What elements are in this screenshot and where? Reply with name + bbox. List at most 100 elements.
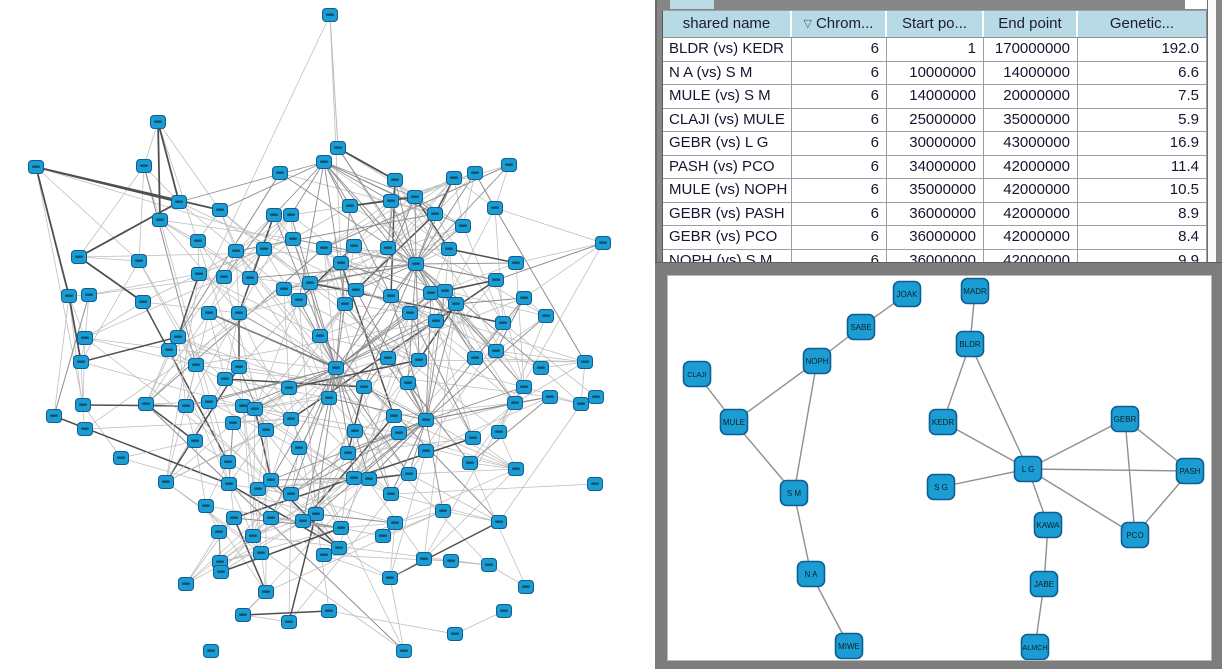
network-node[interactable] xyxy=(496,604,512,618)
network-edge[interactable] xyxy=(220,527,342,573)
network-edge[interactable] xyxy=(515,242,604,264)
network-edge[interactable] xyxy=(185,312,240,407)
network-edge[interactable] xyxy=(288,493,292,623)
network-edge[interactable] xyxy=(242,405,254,537)
table-tab-fragment[interactable] xyxy=(670,0,714,9)
network-node[interactable] xyxy=(375,529,391,543)
table-cell[interactable]: 43000000 xyxy=(984,132,1078,155)
network-edge[interactable] xyxy=(145,401,210,405)
network-edge[interactable] xyxy=(494,207,604,244)
network-edge[interactable] xyxy=(53,294,90,417)
network-edge[interactable] xyxy=(425,402,516,421)
network-edge[interactable] xyxy=(80,260,140,363)
table-cell[interactable]: 5.9 xyxy=(1078,108,1207,131)
network-edge[interactable] xyxy=(78,256,144,303)
network-edge[interactable] xyxy=(78,201,180,258)
network-edge[interactable] xyxy=(35,166,140,262)
network-edge[interactable] xyxy=(415,263,476,359)
network-node[interactable] xyxy=(75,398,91,412)
network-edge[interactable] xyxy=(80,336,179,363)
network-node[interactable] xyxy=(328,361,344,375)
network-edge[interactable] xyxy=(290,214,476,359)
network-node[interactable] xyxy=(158,475,174,489)
table-cell[interactable]: 36000000 xyxy=(887,226,984,249)
network-node[interactable] xyxy=(187,434,203,448)
network-edge[interactable] xyxy=(323,468,517,556)
network-node[interactable] xyxy=(361,472,377,486)
table-cell[interactable]: GEBR (vs) PASH xyxy=(663,202,792,225)
network-edge[interactable] xyxy=(138,260,197,366)
network-edge[interactable] xyxy=(185,531,220,585)
network-node[interactable] xyxy=(283,487,299,501)
network-edge[interactable] xyxy=(435,207,496,322)
network-edge[interactable] xyxy=(407,263,417,384)
network-node[interactable] xyxy=(228,244,244,258)
network-edge[interactable] xyxy=(462,225,504,324)
network-node[interactable] xyxy=(333,521,349,535)
network-edge[interactable] xyxy=(35,166,446,292)
network-edge[interactable] xyxy=(298,245,355,301)
network-edge[interactable] xyxy=(495,279,525,388)
network-node[interactable] xyxy=(161,343,177,357)
filter-funnel-icon[interactable]: ▽ xyxy=(803,18,812,30)
network-edge[interactable] xyxy=(208,312,337,369)
network-edge[interactable] xyxy=(224,312,240,380)
network-edge[interactable] xyxy=(389,450,427,579)
network-node[interactable] xyxy=(595,236,611,250)
network-node[interactable]: JABE xyxy=(1029,570,1059,598)
network-edge[interactable] xyxy=(290,367,337,495)
network-edge[interactable] xyxy=(498,403,582,523)
network-edge[interactable] xyxy=(270,367,337,481)
network-edge[interactable] xyxy=(223,214,275,278)
network-edge[interactable] xyxy=(165,366,240,483)
network-node[interactable] xyxy=(211,525,227,539)
network-edge[interactable] xyxy=(338,547,391,579)
network-edge[interactable] xyxy=(323,161,346,305)
network-node[interactable] xyxy=(418,413,434,427)
network-edge[interactable] xyxy=(228,483,340,549)
table-row[interactable]: BLDR (vs) KEDR 6 1 170000000 192.0 xyxy=(663,38,1207,62)
network-edge[interactable] xyxy=(35,166,70,297)
sub-network-svg[interactable]: JOAK MADR SABE NOPH CLAJI MULE BLDR KEDR GEBR S G… xyxy=(668,276,1211,660)
network-node[interactable]: PCO xyxy=(1120,521,1150,549)
network-edge[interactable] xyxy=(455,297,525,305)
network-node[interactable] xyxy=(542,390,558,404)
network-node[interactable] xyxy=(263,511,279,525)
network-node[interactable] xyxy=(285,232,301,246)
network-edge[interactable] xyxy=(430,292,516,404)
network-edge[interactable] xyxy=(35,166,221,211)
network-node[interactable] xyxy=(407,190,423,204)
table-cell[interactable]: BLDR (vs) KEDR xyxy=(663,38,792,61)
network-edge[interactable] xyxy=(249,263,417,279)
network-edge[interactable] xyxy=(335,295,392,369)
network-edge[interactable] xyxy=(387,312,411,359)
network-edge[interactable] xyxy=(323,161,417,265)
network-node[interactable] xyxy=(178,399,194,413)
network-node[interactable] xyxy=(217,372,233,386)
network-node[interactable]: BLDR xyxy=(955,330,985,358)
network-edge[interactable] xyxy=(469,396,551,464)
network-node[interactable] xyxy=(427,207,443,221)
network-edge[interactable] xyxy=(292,205,351,240)
network-edge[interactable] xyxy=(335,312,411,369)
network-node[interactable] xyxy=(258,423,274,437)
network-node[interactable] xyxy=(516,291,532,305)
network-edge[interactable] xyxy=(1027,418,1126,470)
network-node[interactable]: KAWA xyxy=(1033,511,1063,539)
network-edge[interactable] xyxy=(224,378,330,399)
network-node[interactable] xyxy=(501,158,517,172)
network-edge[interactable] xyxy=(82,337,86,406)
network-edge[interactable] xyxy=(238,214,275,314)
network-node[interactable] xyxy=(428,314,444,328)
network-edge[interactable] xyxy=(84,418,292,430)
network-edge[interactable] xyxy=(315,419,427,515)
table-cell[interactable]: 42000000 xyxy=(984,202,1078,225)
table-cell[interactable]: 6 xyxy=(792,132,887,155)
network-edge[interactable] xyxy=(208,214,292,314)
network-node[interactable] xyxy=(113,451,129,465)
network-edge[interactable] xyxy=(387,177,455,249)
network-node[interactable] xyxy=(321,604,337,618)
network-edge[interactable] xyxy=(82,404,122,459)
network-node[interactable] xyxy=(221,477,237,491)
network-node[interactable] xyxy=(295,514,311,528)
